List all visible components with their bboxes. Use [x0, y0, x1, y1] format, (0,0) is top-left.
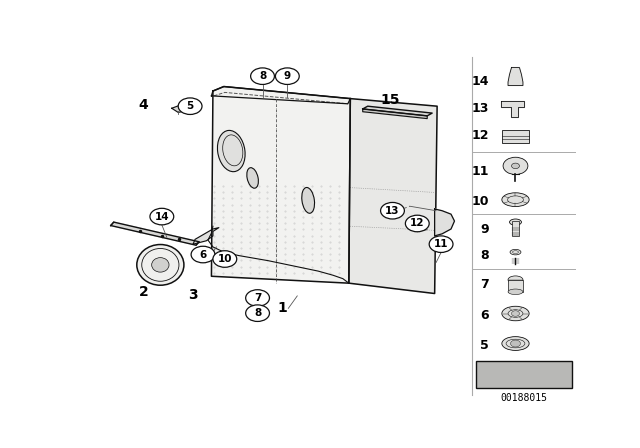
Ellipse shape [302, 187, 314, 213]
Text: 8: 8 [259, 71, 266, 81]
Polygon shape [111, 222, 199, 245]
Polygon shape [363, 106, 432, 116]
Circle shape [246, 305, 269, 322]
Circle shape [511, 340, 520, 347]
Text: 9: 9 [284, 71, 291, 81]
Ellipse shape [510, 250, 521, 255]
Text: 1: 1 [278, 302, 287, 315]
Circle shape [213, 251, 237, 267]
Ellipse shape [247, 168, 259, 188]
Ellipse shape [502, 193, 529, 207]
Ellipse shape [509, 219, 522, 225]
Circle shape [511, 311, 520, 316]
Text: 12: 12 [472, 129, 489, 142]
Text: 11: 11 [434, 239, 449, 249]
Circle shape [150, 208, 173, 225]
Text: 12: 12 [410, 219, 424, 228]
Text: 14: 14 [154, 211, 169, 222]
Circle shape [251, 68, 275, 85]
Text: 10: 10 [472, 195, 489, 208]
Text: 13: 13 [472, 103, 489, 116]
Circle shape [178, 98, 202, 115]
FancyBboxPatch shape [502, 129, 529, 143]
Text: 13: 13 [385, 206, 400, 216]
Polygon shape [349, 99, 437, 293]
Ellipse shape [502, 336, 529, 350]
Polygon shape [363, 109, 428, 119]
Polygon shape [435, 209, 454, 236]
Text: 3: 3 [188, 288, 198, 302]
Text: 7: 7 [481, 278, 489, 291]
Ellipse shape [508, 276, 523, 284]
Polygon shape [508, 68, 523, 86]
Ellipse shape [218, 130, 245, 172]
Polygon shape [172, 106, 188, 112]
Polygon shape [211, 86, 350, 104]
Circle shape [503, 157, 528, 174]
Ellipse shape [137, 245, 184, 285]
Circle shape [191, 246, 215, 263]
Ellipse shape [502, 306, 529, 321]
FancyBboxPatch shape [476, 361, 572, 388]
FancyBboxPatch shape [512, 221, 519, 236]
Text: 5: 5 [186, 101, 194, 111]
Text: 6: 6 [481, 309, 489, 322]
Text: 7: 7 [254, 293, 261, 303]
Text: 2: 2 [139, 285, 148, 299]
Text: 4: 4 [139, 98, 148, 112]
Circle shape [429, 236, 453, 253]
Text: 5: 5 [481, 339, 489, 352]
Text: 14: 14 [472, 75, 489, 88]
Polygon shape [211, 86, 350, 283]
Text: 11: 11 [472, 164, 489, 177]
Polygon shape [193, 228, 219, 244]
Circle shape [275, 68, 300, 85]
Ellipse shape [508, 289, 523, 294]
Circle shape [246, 290, 269, 306]
Circle shape [381, 202, 404, 219]
Text: 00188015: 00188015 [500, 392, 547, 402]
Text: 10: 10 [218, 254, 232, 264]
Text: 6: 6 [200, 250, 207, 259]
Text: 15: 15 [380, 93, 400, 108]
Polygon shape [500, 101, 524, 116]
Circle shape [511, 163, 520, 168]
Circle shape [405, 215, 429, 232]
Text: 8: 8 [481, 249, 489, 262]
FancyBboxPatch shape [508, 280, 523, 292]
Text: 8: 8 [254, 308, 261, 318]
Ellipse shape [152, 258, 169, 272]
Text: 9: 9 [481, 223, 489, 236]
